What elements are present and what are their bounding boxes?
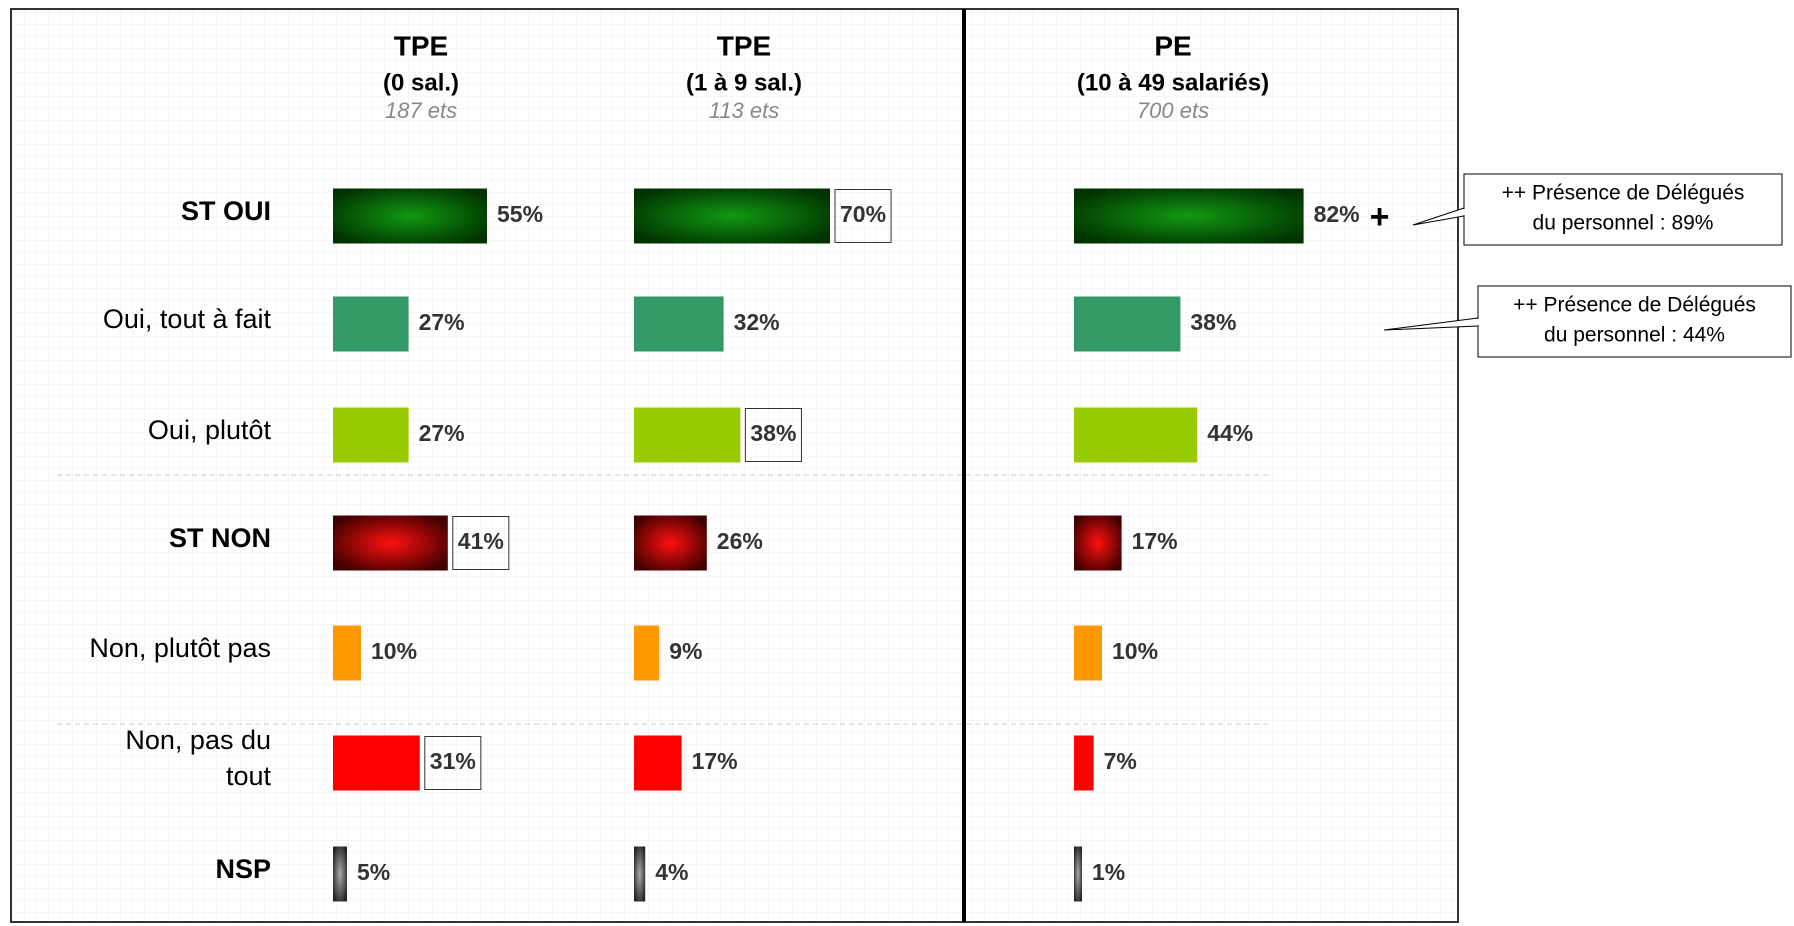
category-label: Oui, tout à fait [102, 304, 271, 334]
significance-box [452, 516, 510, 570]
bar [1074, 188, 1304, 244]
frame [10, 8, 1459, 923]
bar [634, 846, 646, 902]
callout-box [1477, 285, 1792, 358]
significance-box [424, 736, 482, 790]
bar [634, 625, 660, 681]
significance-box [744, 408, 802, 462]
value-label: 32% [734, 309, 780, 335]
category-label: NSP [215, 854, 271, 884]
bar [634, 735, 682, 791]
value-label: 82% [1314, 201, 1360, 227]
value-label: 31% [430, 748, 476, 774]
column-title: PE [1154, 30, 1191, 61]
bar [333, 188, 487, 244]
category-label: Non, pas du tout [125, 725, 271, 791]
column-subtitle: (1 à 9 sal.) [686, 69, 802, 96]
bar [1074, 846, 1082, 902]
value-label: 27% [419, 309, 465, 335]
category-label: ST NON [168, 523, 271, 553]
value-label: 41% [458, 528, 504, 554]
bar [634, 188, 830, 244]
value-label: 38% [1190, 309, 1236, 335]
callout-text: du personnel : 44% [1544, 324, 1725, 347]
bar [634, 296, 724, 352]
value-label: 5% [357, 859, 390, 885]
callout-box [1463, 173, 1783, 246]
column-subtitle: (10 à 49 salariés) [1077, 69, 1269, 96]
value-label: 70% [840, 201, 886, 227]
bar [1074, 735, 1094, 791]
column-subtitle: (0 sal.) [383, 69, 459, 96]
value-label: 4% [655, 859, 688, 885]
callout-text: ++ Présence de Délégués [1513, 294, 1756, 317]
category-label: ST OUI [180, 196, 271, 226]
value-label: 38% [750, 420, 796, 446]
value-label: 55% [497, 201, 543, 227]
bar [333, 296, 409, 352]
bar [1074, 515, 1122, 571]
column-count: 700 ets [1137, 98, 1209, 123]
bar [1074, 625, 1102, 681]
column-count: 113 ets [709, 98, 780, 123]
column-count: 187 ets [385, 98, 457, 123]
significance-marker: + [1370, 198, 1390, 236]
bar [634, 515, 707, 571]
bar [333, 515, 448, 571]
value-label: 10% [371, 638, 417, 664]
value-label: 1% [1092, 859, 1125, 885]
value-label: 7% [1104, 748, 1137, 774]
bar [333, 625, 361, 681]
value-label: 27% [419, 420, 465, 446]
callout-text: ++ Présence de Délégués [1502, 182, 1745, 205]
category-label: Oui, plutôt [147, 415, 271, 445]
value-label: 10% [1112, 638, 1158, 664]
bar [634, 407, 741, 463]
column-title: TPE [394, 30, 448, 61]
value-label: 17% [1132, 528, 1178, 554]
category-label: Non, plutôt pas [89, 633, 271, 663]
value-label: 26% [717, 528, 763, 554]
column-title: TPE [717, 30, 771, 61]
bar [1074, 296, 1181, 352]
value-label: 17% [692, 748, 738, 774]
significance-box [834, 189, 892, 243]
bar [333, 407, 409, 463]
bar [333, 846, 347, 902]
bar [333, 735, 420, 791]
value-label: 44% [1207, 420, 1253, 446]
callout-text: du personnel : 89% [1533, 212, 1714, 235]
value-label: 9% [669, 638, 702, 664]
bar [1074, 407, 1198, 463]
